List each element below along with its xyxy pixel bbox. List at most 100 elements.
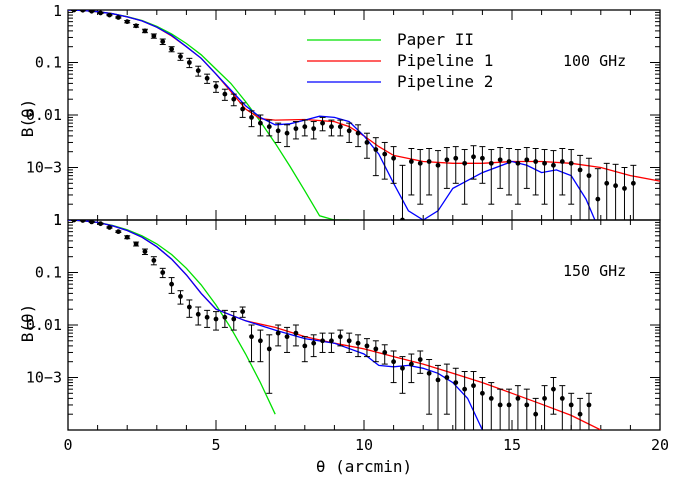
- data-point: [213, 84, 219, 89]
- data-point: [329, 338, 334, 344]
- data-point: [284, 130, 290, 136]
- data-point: [169, 46, 175, 52]
- data-point: [80, 10, 86, 13]
- data-point: [302, 343, 308, 349]
- data-point: [586, 173, 592, 179]
- data-point: [408, 159, 414, 164]
- top-panel: 1 0.1 0.01 10−3 1: [26, 2, 661, 229]
- data-point: [98, 10, 103, 16]
- bottom-y-axis-title: B(θ): [18, 304, 37, 343]
- data-point: [124, 234, 130, 240]
- data-point: [391, 359, 396, 365]
- data-point: [577, 411, 583, 417]
- legend-label: Paper II: [397, 30, 474, 49]
- data-point: [231, 316, 237, 322]
- data-point: [204, 314, 210, 320]
- data-point: [133, 23, 139, 29]
- data-point: [382, 350, 388, 355]
- data-point: [240, 309, 246, 314]
- data-point: [213, 316, 219, 322]
- data-point: [515, 160, 521, 166]
- x-tick-label: 20: [651, 436, 669, 454]
- data-point: [89, 10, 95, 14]
- data-point: [337, 124, 343, 130]
- data-point: [355, 130, 361, 136]
- data-point: [577, 167, 583, 173]
- data-point: [346, 338, 352, 344]
- data-point: [284, 334, 290, 340]
- data-point: [195, 68, 201, 74]
- data-point: [320, 338, 325, 344]
- data-point: [471, 383, 476, 389]
- data-point: [293, 330, 299, 336]
- bottom-panel-frequency-label: 150 GHz: [563, 262, 626, 280]
- data-point: [195, 311, 201, 317]
- data-point: [115, 15, 121, 20]
- data-point: [275, 330, 281, 336]
- data-point: [89, 220, 95, 225]
- data-point: [169, 281, 175, 287]
- data-point: [408, 361, 414, 367]
- data-point: [133, 241, 139, 247]
- data-point: [488, 160, 494, 166]
- data-point: [497, 402, 503, 408]
- data-point: [417, 160, 423, 166]
- data-point: [107, 225, 112, 230]
- y-tick-label: 0.01: [26, 316, 62, 334]
- data-point: [568, 160, 574, 166]
- data-point: [426, 370, 432, 376]
- data-point: [622, 185, 627, 191]
- data-point: [551, 386, 556, 392]
- data-point: [124, 19, 130, 25]
- x-tick-label: 5: [211, 436, 220, 454]
- data-point: [266, 346, 272, 352]
- data-point: [178, 54, 183, 59]
- data-point: [613, 183, 618, 189]
- series-line-paper-ii: [68, 10, 350, 220]
- data-point: [98, 221, 103, 227]
- data-point: [462, 386, 468, 392]
- top-panel-frequency-label: 100 GHz: [563, 52, 626, 70]
- data-point: [258, 120, 263, 126]
- y-tick-label: 1: [53, 2, 62, 20]
- data-point: [142, 28, 148, 34]
- data-point: [595, 196, 601, 202]
- data-point: [551, 162, 556, 168]
- data-point: [186, 60, 192, 65]
- y-tick-label: 1: [53, 211, 62, 229]
- data-point: [586, 402, 592, 408]
- data-point: [160, 39, 166, 45]
- data-point: [480, 155, 485, 161]
- data-point: [258, 338, 263, 344]
- data-point: [337, 334, 343, 340]
- x-axis-title: θ (arcmin): [316, 457, 412, 476]
- data-point: [515, 395, 521, 401]
- data-point: [630, 180, 636, 186]
- x-tick-label: 15: [503, 436, 521, 454]
- data-point: [302, 124, 308, 130]
- series-line-pipeline-2: [68, 10, 596, 220]
- data-point: [107, 12, 112, 18]
- data-point: [115, 229, 121, 235]
- data-point: [249, 334, 254, 340]
- data-point: [71, 10, 77, 13]
- series-line-pipeline-1: [68, 220, 602, 430]
- bottom-panel: 0 5 10 15 20 1 0.1 0.01 10−3: [26, 211, 669, 454]
- data-point: [506, 159, 512, 164]
- data-point: [542, 160, 547, 166]
- data-point: [311, 126, 317, 132]
- data-point: [444, 157, 450, 163]
- x-tick-label: 10: [355, 436, 373, 454]
- data-point: [568, 402, 574, 408]
- data-point: [329, 124, 334, 130]
- data-point: [533, 159, 539, 164]
- data-point: [266, 124, 272, 130]
- data-point: [346, 128, 352, 134]
- top-y-axis-title: B(θ): [18, 99, 37, 138]
- data-point: [222, 91, 228, 97]
- data-point: [444, 375, 450, 380]
- data-point: [524, 157, 530, 163]
- data-point: [71, 220, 77, 223]
- data-point: [604, 180, 610, 186]
- data-point: [222, 314, 228, 320]
